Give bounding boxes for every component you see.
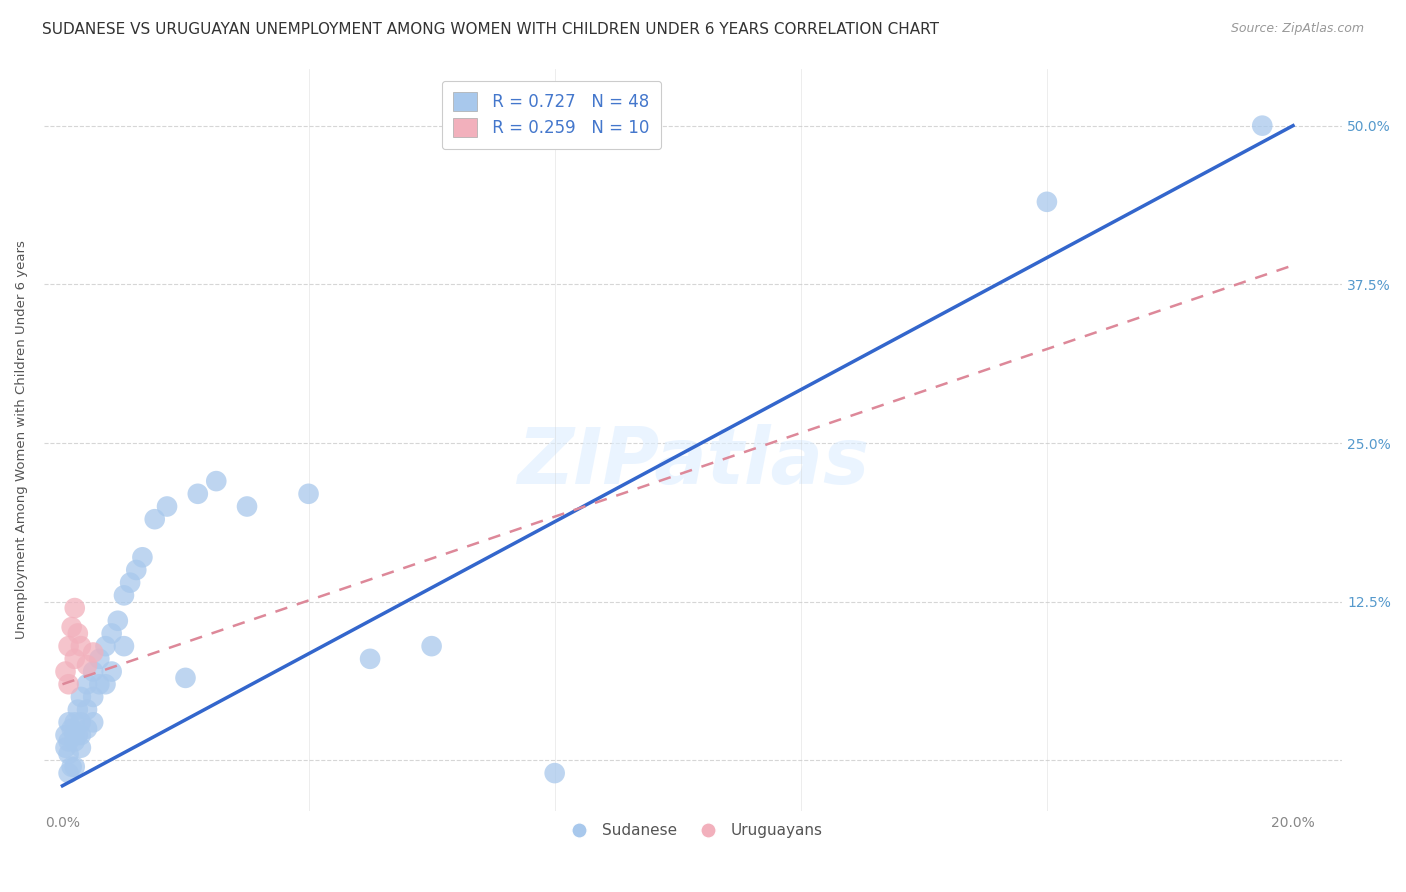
Sudanese [236,500,259,514]
Sudanese [125,563,148,577]
Sudanese [112,639,135,653]
Uruguayans [70,639,93,653]
Sudanese [94,639,117,653]
Uruguayans [55,665,77,679]
Sudanese [58,715,80,730]
Sudanese [58,766,80,780]
Uruguayans [63,652,86,666]
Sudanese [66,703,89,717]
Sudanese [60,760,83,774]
Sudanese [544,766,567,780]
Sudanese [89,652,111,666]
Sudanese [94,677,117,691]
Uruguayans [58,639,80,653]
Sudanese [76,703,98,717]
Uruguayans [76,658,98,673]
Sudanese [1251,119,1274,133]
Sudanese [112,588,135,602]
Sudanese [143,512,166,526]
Sudanese [1036,194,1059,209]
Sudanese [100,626,122,640]
Y-axis label: Unemployment Among Women with Children Under 6 years: Unemployment Among Women with Children U… [15,241,28,640]
Uruguayans [58,677,80,691]
Uruguayans [60,620,83,634]
Sudanese [55,728,77,742]
Sudanese [55,740,77,755]
Sudanese [66,728,89,742]
Sudanese [58,747,80,761]
Sudanese [70,740,93,755]
Sudanese [63,734,86,748]
Sudanese [420,639,443,653]
Text: ZIPatlas: ZIPatlas [517,424,869,500]
Legend: Sudanese, Uruguayans: Sudanese, Uruguayans [558,817,828,845]
Sudanese [63,760,86,774]
Sudanese [107,614,129,628]
Sudanese [82,715,104,730]
Sudanese [60,722,83,736]
Sudanese [187,487,209,501]
Sudanese [82,690,104,704]
Text: SUDANESE VS URUGUAYAN UNEMPLOYMENT AMONG WOMEN WITH CHILDREN UNDER 6 YEARS CORRE: SUDANESE VS URUGUAYAN UNEMPLOYMENT AMONG… [42,22,939,37]
Uruguayans [82,645,104,659]
Sudanese [76,677,98,691]
Sudanese [205,474,228,488]
Text: Source: ZipAtlas.com: Source: ZipAtlas.com [1230,22,1364,36]
Uruguayans [66,626,89,640]
Sudanese [174,671,197,685]
Uruguayans [63,601,86,615]
Sudanese [89,677,111,691]
Sudanese [63,715,86,730]
Sudanese [359,652,381,666]
Sudanese [120,575,142,590]
Sudanese [82,665,104,679]
Sudanese [100,665,122,679]
Sudanese [76,722,98,736]
Sudanese [156,500,179,514]
Sudanese [70,690,93,704]
Sudanese [63,728,86,742]
Sudanese [58,734,80,748]
Sudanese [297,487,319,501]
Sudanese [70,715,93,730]
Sudanese [131,550,153,565]
Sudanese [70,728,93,742]
